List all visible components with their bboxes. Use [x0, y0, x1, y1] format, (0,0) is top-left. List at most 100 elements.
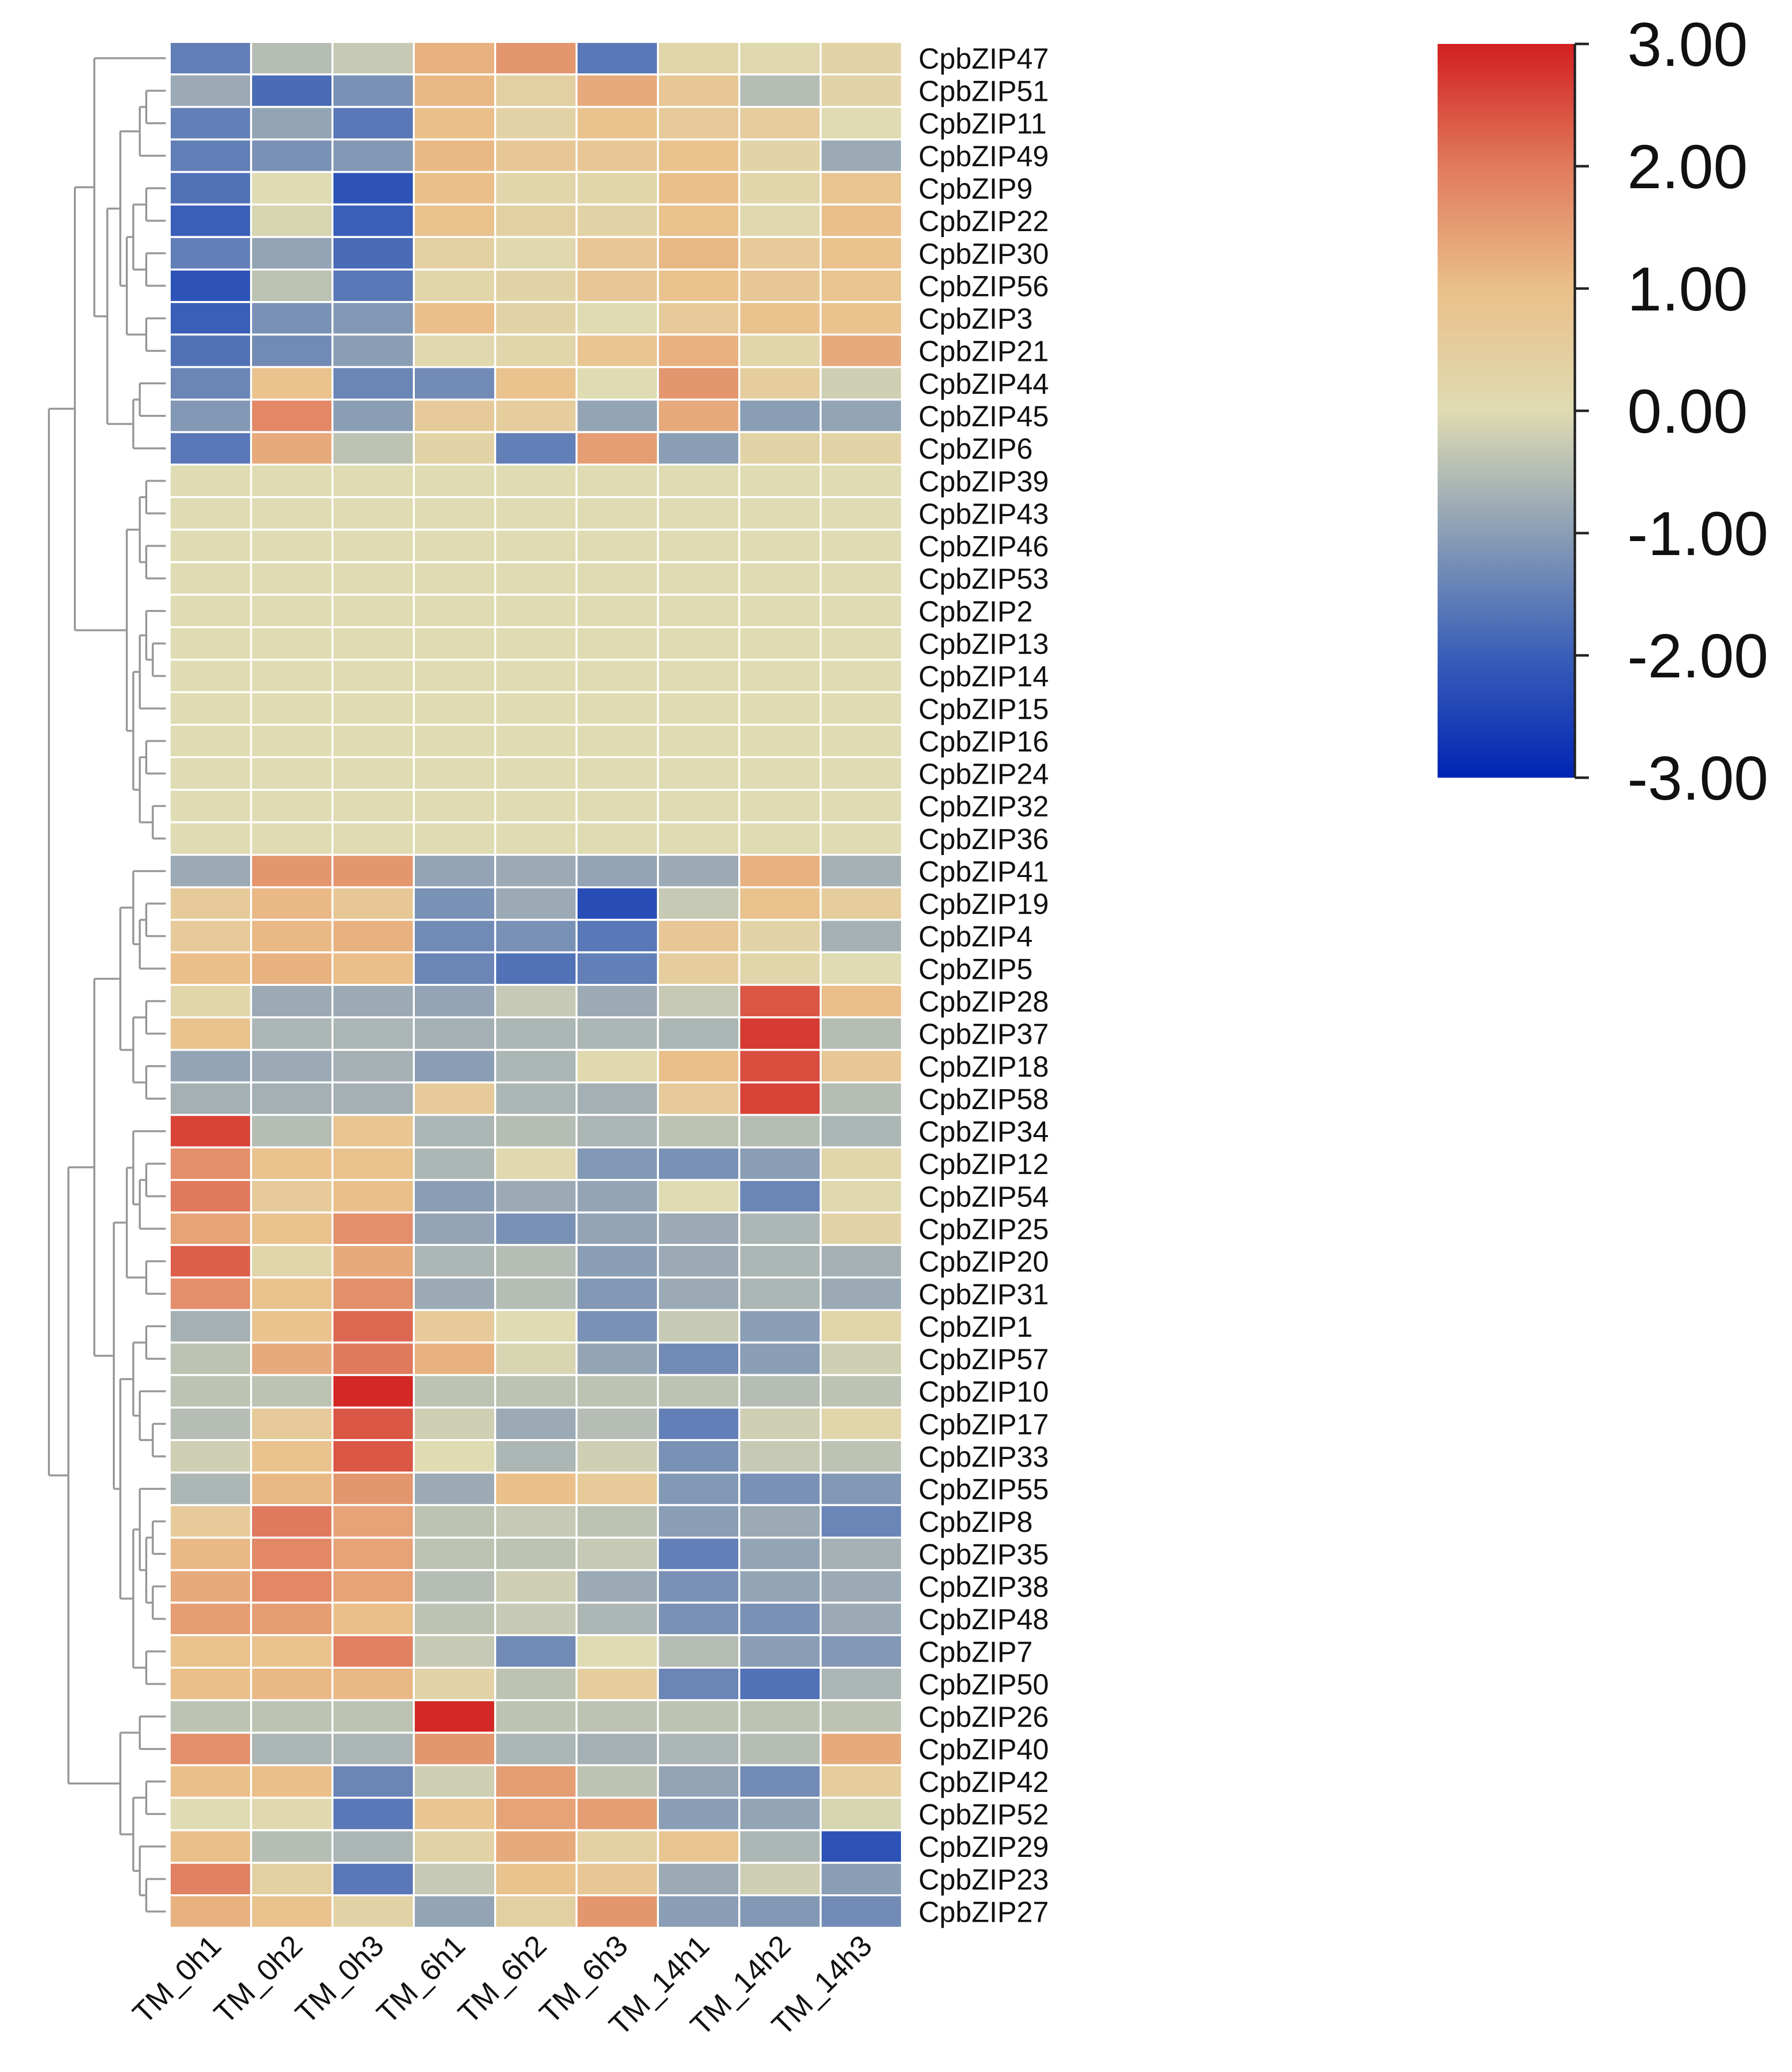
heatmap-cell [820, 1114, 903, 1149]
heatmap-cell [657, 73, 740, 108]
heatmap-cell [169, 1796, 252, 1831]
heatmap-cell [657, 106, 740, 141]
heatmap-cell [738, 854, 822, 888]
heatmap-cell [576, 1829, 659, 1864]
heatmap-cell [331, 1699, 415, 1734]
heatmap-cell [738, 333, 822, 368]
row-label: CpbZIP16 [918, 725, 1049, 758]
heatmap-cell [494, 1374, 578, 1409]
heatmap-cell [738, 463, 822, 498]
heatmap-cell [657, 1504, 740, 1539]
heatmap-cell [250, 756, 333, 791]
heatmap-cell [250, 529, 333, 564]
heatmap-cell [820, 431, 903, 466]
heatmap-cell [738, 1504, 822, 1539]
heatmap-cell [494, 1536, 578, 1571]
heatmap-cell [169, 1081, 252, 1116]
heatmap-cell [657, 1341, 740, 1376]
heatmap-cell [820, 1406, 903, 1442]
column-label: TM_6h1 [370, 1929, 472, 2030]
heatmap-cell [413, 1081, 496, 1116]
heatmap-cell [494, 41, 578, 76]
heatmap-cell [494, 1829, 578, 1864]
heatmap-cell [169, 1146, 252, 1181]
heatmap-cell [820, 626, 903, 661]
heatmap-cell [331, 626, 415, 661]
row-label: CpbZIP45 [918, 400, 1049, 433]
heatmap-cell [250, 1861, 333, 1896]
heatmap-cell [657, 138, 740, 173]
heatmap-cell [494, 723, 578, 759]
heatmap-cell [576, 1049, 659, 1084]
row-label: CpbZIP29 [918, 1831, 1049, 1863]
heatmap-cell [413, 463, 496, 498]
heatmap-cell [413, 1179, 496, 1214]
heatmap-cell [494, 1732, 578, 1767]
heatmap-cell [494, 1699, 578, 1734]
heatmap-cell [576, 1406, 659, 1442]
heatmap-cell [576, 236, 659, 271]
heatmap-cell [331, 1667, 415, 1702]
heatmap-cell [820, 366, 903, 401]
heatmap-cell [331, 821, 415, 856]
heatmap-cell [250, 73, 333, 108]
heatmap-cell [820, 756, 903, 791]
heatmap-cell [738, 529, 822, 564]
heatmap-cell [250, 1634, 333, 1669]
heatmap-cell [657, 496, 740, 531]
heatmap-cell [738, 918, 822, 953]
heatmap-cell [820, 1341, 903, 1376]
row-label: CpbZIP18 [918, 1051, 1049, 1083]
heatmap-cell [413, 1699, 496, 1734]
heatmap-cell [494, 1504, 578, 1539]
heatmap-cell [331, 496, 415, 531]
heatmap-cell [657, 984, 740, 1019]
heatmap-cell [169, 854, 252, 888]
heatmap-cell [331, 1211, 415, 1246]
heatmap-cell [820, 1211, 903, 1246]
heatmap-cell [331, 463, 415, 498]
heatmap-cell [576, 1894, 659, 1929]
heatmap-cell [250, 106, 333, 141]
heatmap-cell [413, 41, 496, 76]
heatmap-cell [657, 1179, 740, 1214]
heatmap-cell [576, 723, 659, 759]
heatmap-cell [738, 1894, 822, 1929]
heatmap-cell [576, 789, 659, 824]
heatmap-cell [820, 1764, 903, 1799]
heatmap-cell [657, 854, 740, 888]
heatmap-cell [576, 1114, 659, 1149]
heatmap-cell [413, 1861, 496, 1896]
heatmap-cell [250, 658, 333, 693]
row-label: CpbZIP17 [918, 1408, 1049, 1441]
heatmap-cell [331, 1406, 415, 1442]
heatmap-cell [250, 1244, 333, 1279]
heatmap-cell [657, 1374, 740, 1409]
heatmap-cell [250, 691, 333, 726]
heatmap-cell [657, 301, 740, 336]
heatmap-cell [169, 886, 252, 921]
heatmap-cell [820, 1796, 903, 1831]
heatmap-cell [738, 73, 822, 108]
heatmap-cell [494, 984, 578, 1019]
heatmap-cell [657, 1667, 740, 1702]
heatmap-cell [738, 626, 822, 661]
heatmap-cell [169, 1244, 252, 1279]
row-label: CpbZIP15 [918, 693, 1049, 725]
row-label: CpbZIP12 [918, 1148, 1049, 1181]
heatmap-cell [738, 789, 822, 824]
heatmap-cell [331, 1861, 415, 1896]
row-label: CpbZIP42 [918, 1766, 1049, 1798]
heatmap-cell [250, 1894, 333, 1929]
heatmap-cell [250, 431, 333, 466]
heatmap-cell [820, 1732, 903, 1767]
heatmap-cell [413, 1829, 496, 1864]
legend-tick-label: -1.00 [1627, 500, 1769, 569]
heatmap-cell [413, 821, 496, 856]
heatmap-cell [413, 333, 496, 368]
heatmap-cell [250, 398, 333, 433]
heatmap-cell [413, 1049, 496, 1084]
heatmap-cell [413, 398, 496, 433]
column-label: TM_0h2 [208, 1929, 309, 2030]
heatmap-cell [331, 723, 415, 759]
